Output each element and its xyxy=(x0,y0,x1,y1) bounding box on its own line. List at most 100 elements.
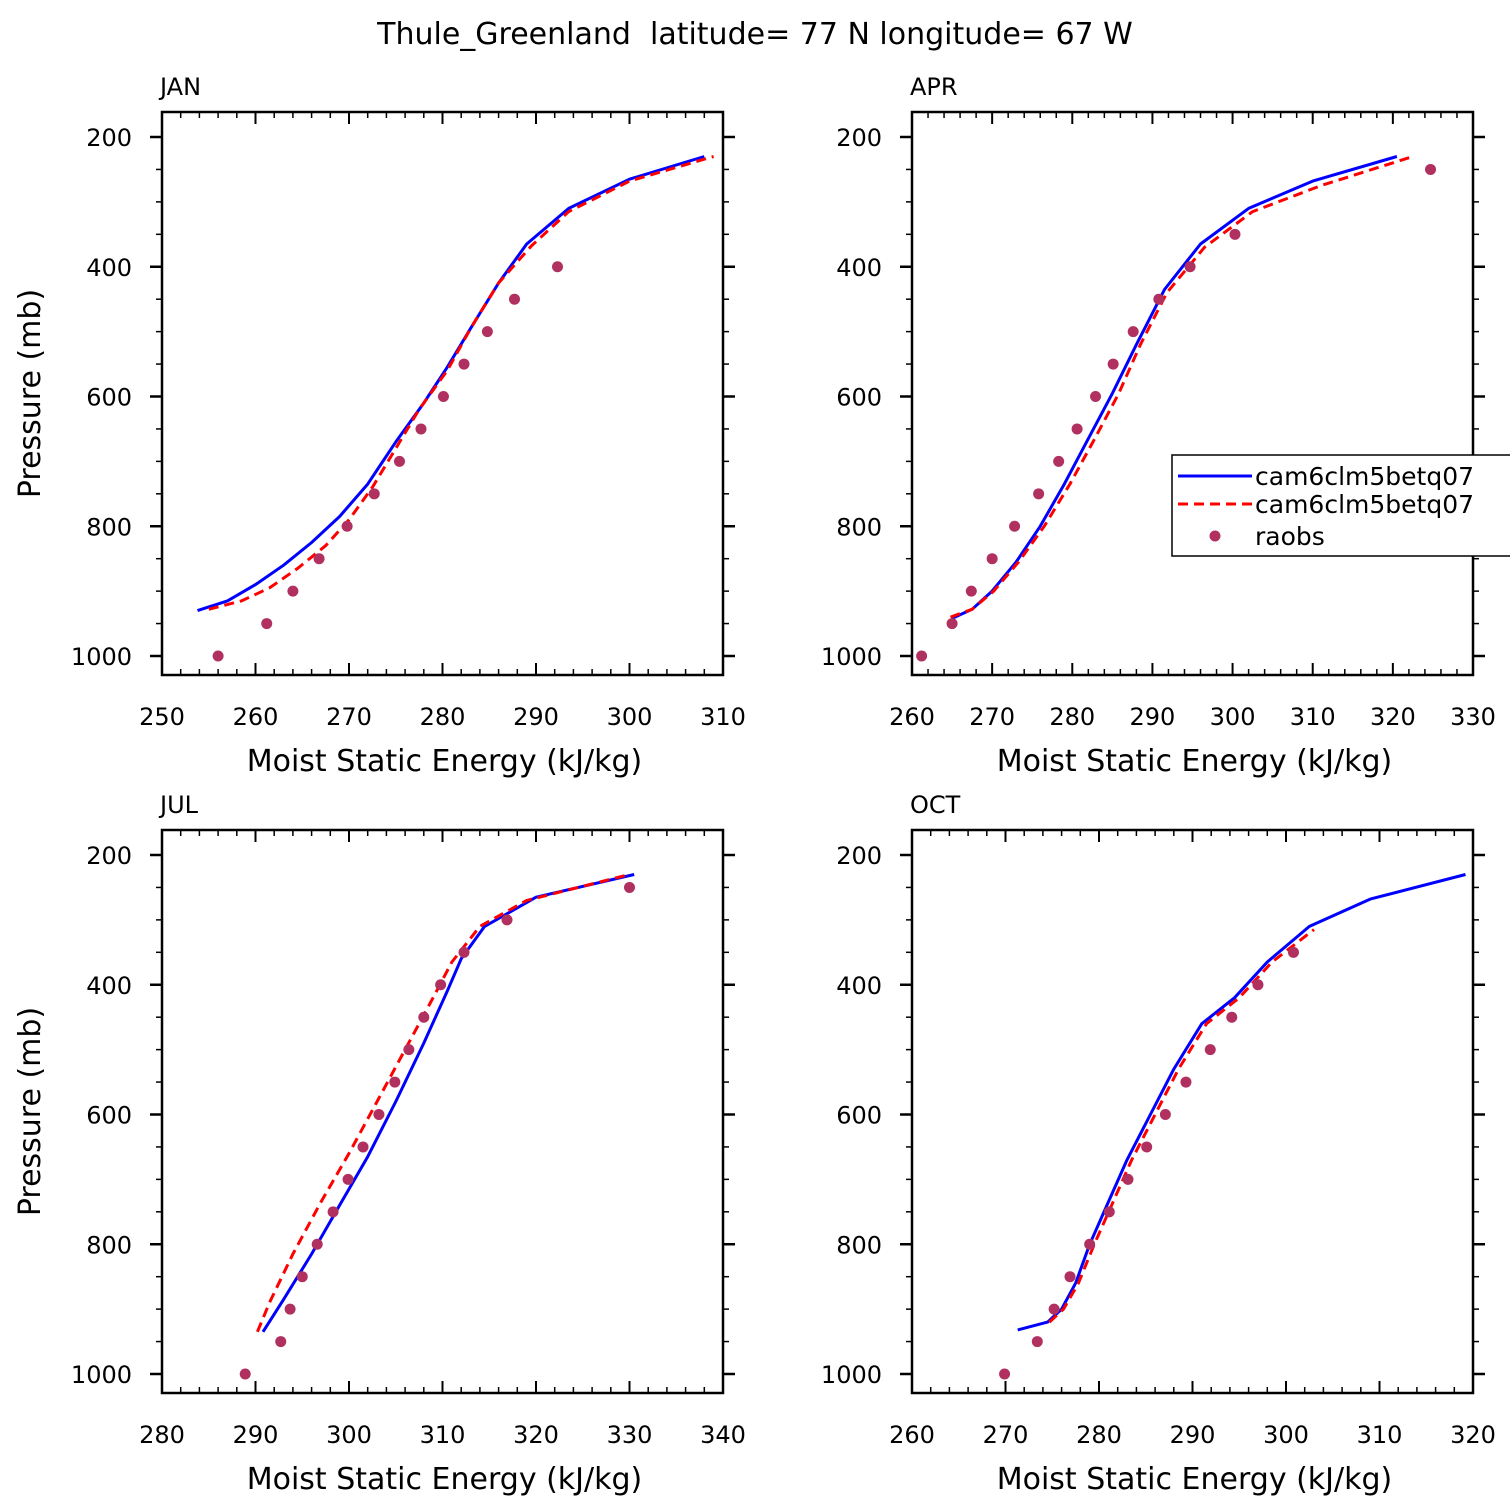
x-tick-label: 330 xyxy=(1450,703,1496,731)
y-tick-label: 200 xyxy=(86,842,132,870)
x-tick-label: 290 xyxy=(513,703,559,731)
raobs-point xyxy=(239,1368,251,1380)
raobs-point xyxy=(327,1206,339,1218)
model-dashed-line xyxy=(208,155,715,611)
x-axis-title: Moist Static Energy (kJ/kg) xyxy=(247,1462,643,1497)
y-axis-title: Pressure (mb) xyxy=(13,289,48,498)
panel-jul: 280 290 300 310 320 330 340 200 400 600 800 1000 JUL… xyxy=(13,791,746,1497)
x-tick-label: 290 xyxy=(233,1421,279,1449)
raobs-point xyxy=(624,881,635,893)
panel-apr-frame xyxy=(910,110,1475,677)
raobs-point xyxy=(275,1336,287,1348)
y-tick-label: 200 xyxy=(836,842,882,870)
raobs-point xyxy=(357,1141,369,1153)
y-tick-label: 600 xyxy=(836,1102,882,1130)
y-tick-label: 800 xyxy=(836,513,882,541)
raobs-point xyxy=(1048,1303,1060,1315)
legend: cam6clm5betq07 cam6clm5betq07 raobs xyxy=(1171,454,1510,557)
y-axis-title: Pressure (mb) xyxy=(13,1007,48,1216)
raobs-point xyxy=(1184,261,1196,273)
raobs-point xyxy=(311,1238,323,1250)
model-dashed-line xyxy=(1048,928,1315,1324)
raobs-point xyxy=(552,261,564,273)
raobs-point xyxy=(403,1044,415,1056)
raobs-point xyxy=(1153,293,1165,305)
raobs-point xyxy=(458,946,470,958)
y-tick-label: 400 xyxy=(86,254,132,282)
raobs-point xyxy=(458,358,470,370)
raobs-point xyxy=(389,1076,401,1088)
raobs-point xyxy=(508,293,520,305)
x-tick-label: 270 xyxy=(326,703,372,731)
x-tick-label: 300 xyxy=(1210,703,1256,731)
panel-apr: 260 270 280 290 300 310 320 330 200 400 600 800 1000… xyxy=(821,73,1496,779)
x-tick-label: 320 xyxy=(1450,1421,1496,1449)
x-tick-label: 290 xyxy=(1170,1421,1216,1449)
x-tick-label: 290 xyxy=(1130,703,1176,731)
model-solid-line xyxy=(197,155,705,613)
raobs-point xyxy=(1127,326,1139,338)
x-tick-label: 260 xyxy=(889,703,935,731)
y-tick-label: 800 xyxy=(86,513,132,541)
raobs-point xyxy=(1159,1109,1171,1120)
raobs-point xyxy=(946,618,958,630)
raobs-point xyxy=(437,391,449,402)
x-tick-label: 310 xyxy=(700,703,746,731)
y-tick-label: 1000 xyxy=(71,643,132,671)
x-tick-label: 280 xyxy=(1076,1421,1122,1449)
raobs-point xyxy=(986,553,998,565)
raobs-point xyxy=(1090,391,1102,402)
panel-apr-label: APR xyxy=(910,73,958,101)
legend-label-raobs: raobs xyxy=(1255,522,1325,551)
legend-swatch-dot xyxy=(1209,530,1221,542)
x-tick-label: 270 xyxy=(983,1421,1029,1449)
raobs-point xyxy=(341,520,353,532)
panels: 250 260 270 280 290 300 310 200 400 600 800 1000 JAN… xyxy=(13,73,1496,1497)
raobs-point xyxy=(261,618,273,630)
raobs-point xyxy=(1033,488,1045,500)
raobs-point xyxy=(1107,358,1119,370)
raobs-point xyxy=(1226,1011,1238,1023)
y-tick-label: 400 xyxy=(86,972,132,1000)
raobs-point xyxy=(965,585,977,597)
raobs-point xyxy=(287,585,299,597)
raobs-point xyxy=(418,1011,430,1023)
x-tick-label: 320 xyxy=(513,1421,559,1449)
raobs-point xyxy=(501,914,513,926)
raobs-point xyxy=(1229,228,1241,240)
model-dashed-line xyxy=(256,873,630,1333)
x-tick-label: 300 xyxy=(1263,1421,1309,1449)
raobs-point xyxy=(284,1303,296,1315)
x-axis-title: Moist Static Energy (kJ/kg) xyxy=(247,744,643,779)
model-solid-line xyxy=(1017,873,1466,1332)
y-tick-label: 200 xyxy=(86,124,132,152)
y-tick-label: 600 xyxy=(86,1102,132,1130)
x-tick-label: 250 xyxy=(139,703,185,731)
raobs-point xyxy=(313,553,325,565)
x-tick-label: 310 xyxy=(1357,1421,1403,1449)
raobs-point xyxy=(435,979,447,991)
raobs-point xyxy=(212,650,224,662)
legend-label-dashed: cam6clm5betq07 xyxy=(1255,490,1474,519)
x-tick-label: 280 xyxy=(420,703,466,731)
panel-oct-label: OCT xyxy=(910,791,961,819)
raobs-point xyxy=(1252,979,1264,991)
x-axis-title: Moist Static Energy (kJ/kg) xyxy=(997,744,1393,779)
raobs-point xyxy=(916,650,928,662)
raobs-point xyxy=(1141,1141,1153,1153)
y-tick-label: 800 xyxy=(86,1231,132,1259)
y-tick-label: 1000 xyxy=(821,1361,882,1389)
raobs-point xyxy=(1031,1336,1043,1348)
panel-jul-frame xyxy=(160,828,725,1395)
x-tick-label: 260 xyxy=(233,703,279,731)
panel-oct: 260 270 280 290 300 310 320 200 400 600 800 1000 OCT… xyxy=(821,791,1496,1497)
raobs-point xyxy=(1103,1206,1115,1218)
panel-jan: 250 260 270 280 290 300 310 200 400 600 800 1000 JAN… xyxy=(13,73,746,779)
x-axis-title: Moist Static Energy (kJ/kg) xyxy=(997,1462,1393,1497)
x-tick-label: 300 xyxy=(607,703,653,731)
y-tick-label: 600 xyxy=(836,384,882,412)
x-tick-label: 310 xyxy=(420,1421,466,1449)
x-tick-label: 310 xyxy=(1290,703,1336,731)
x-tick-label: 270 xyxy=(969,703,1015,731)
y-tick-label: 1000 xyxy=(821,643,882,671)
